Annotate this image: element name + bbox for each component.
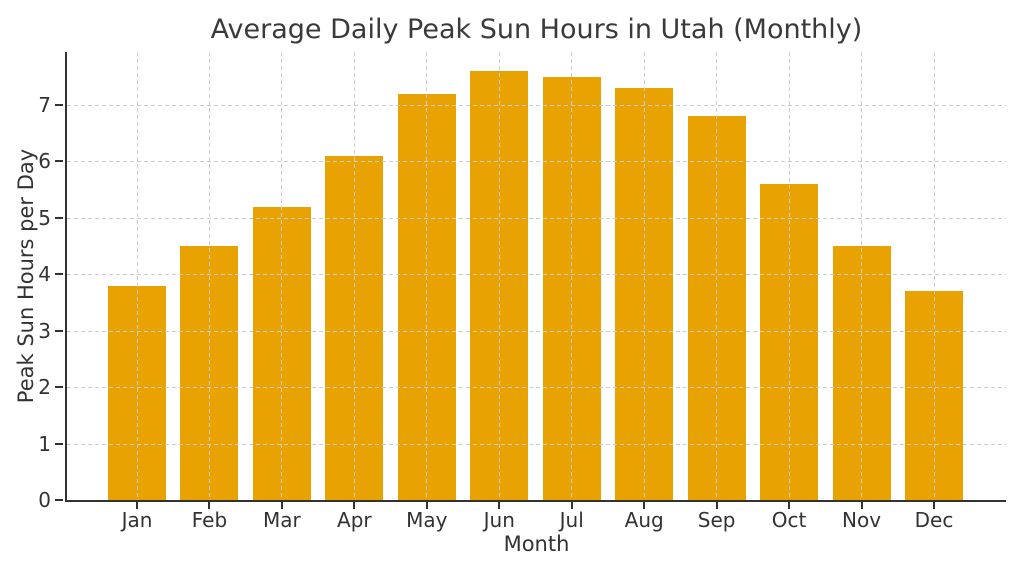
gridline-y-7 [67,105,1006,107]
gridline-x-aug [643,52,645,500]
gridline-x-nov [861,52,863,500]
y-tick-7 [55,104,63,107]
x-tick-sep [715,502,718,509]
plot-area: 0 1 2 3 4 5 6 7 Jan Feb Mar Apr May Jun Jul Aug Sep Oct No… [38,52,1006,532]
y-tick-label-2: 2 [38,375,51,400]
x-tick-dec [933,502,935,509]
y-tick-0 [55,499,63,501]
x-tick-jan [136,502,138,509]
gridline-y-2 [67,387,1006,389]
gridline-x-jul [571,52,573,500]
gridline-x-jun [498,52,500,500]
gridline-x-oct [788,52,790,500]
x-axis-label: Month [503,532,570,556]
gridline-y-5 [67,217,1006,219]
x-tick-label-oct: Oct [771,508,807,532]
y-tick-2 [55,386,63,389]
gridline-y-4 [67,274,1006,276]
gridline-x-apr [353,52,355,500]
y-tick-label-7: 7 [38,93,51,118]
gridline-x-jan [136,52,138,500]
y-tick-6 [55,160,63,163]
x-tick-label-apr: Apr [337,508,372,532]
y-tick-5 [55,216,63,219]
x-tick-apr [353,502,356,509]
x-tick-feb [208,502,211,509]
gridline-y-6 [67,161,1006,163]
x-tick-label-mar: Mar [263,508,301,532]
x-tick-nov [860,502,863,509]
x-tick-label-jul: Jul [559,508,584,532]
x-tick-jul [570,502,573,509]
x-tick-label-feb: Feb [191,508,228,532]
gridline-y-1 [67,443,1006,445]
y-tick-4 [55,273,63,276]
x-tick-label-may: May [406,508,448,532]
chart-title: Average Daily Peak Sun Hours in Utah (Mo… [210,14,863,45]
gridline-x-feb [208,52,210,500]
x-tick-label-aug: Aug [624,508,664,532]
y-tick-label-5: 5 [38,205,51,230]
x-tick-mar [280,502,283,509]
x-tick-may [425,502,428,509]
y-axis-spine [65,52,67,502]
y-tick-label-0: 0 [38,488,51,512]
y-tick-label-4: 4 [38,262,51,287]
y-tick-3 [55,329,63,332]
x-tick-label-sep: Sep [697,508,736,532]
x-tick-label-jan: Jan [121,508,153,532]
x-axis-spine [65,500,1006,502]
gridline-x-may [426,52,428,500]
y-tick-1 [55,442,63,445]
x-tick-oct [788,502,791,509]
y-tick-label-3: 3 [38,318,51,343]
x-tick-aug [643,502,646,509]
gridline-x-sep [716,52,718,500]
x-tick-jun [498,502,501,509]
gridline-x-dec [933,52,935,500]
x-tick-label-dec: Dec [914,508,954,532]
gridline-x-mar [281,52,283,500]
x-tick-label-jun: Jun [483,508,515,532]
y-tick-label-1: 1 [38,431,51,456]
x-tick-label-nov: Nov [842,508,882,532]
gridline-y-3 [67,330,1006,332]
y-tick-label-6: 6 [38,149,51,174]
